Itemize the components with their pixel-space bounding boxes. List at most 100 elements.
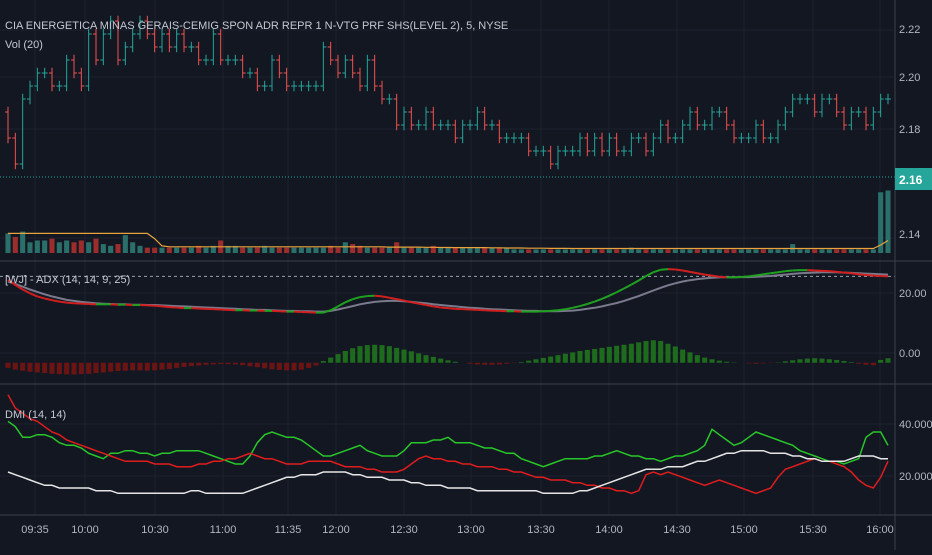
adx-histogram-bar: [849, 362, 854, 363]
adx-histogram-bar: [350, 348, 355, 363]
volume-bar: [313, 248, 318, 253]
volume-bar: [511, 249, 516, 253]
adx-line-segment: [785, 270, 792, 271]
volume-bar: [548, 249, 553, 253]
adx-histogram-bar: [445, 360, 450, 362]
adx-histogram-bar: [497, 363, 502, 365]
adx-histogram-bar: [401, 350, 406, 363]
volume-bar: [343, 242, 348, 253]
adx-line-segment: [829, 271, 836, 272]
volume-bar: [680, 249, 685, 253]
adx-line-segment: [690, 272, 697, 273]
price-tick-label: 2.14: [899, 229, 920, 241]
adx-histogram-bar: [658, 341, 663, 363]
volume-bar: [621, 249, 626, 253]
adx-histogram-bar: [453, 362, 458, 363]
adx-histogram-bar: [372, 345, 377, 363]
volume-bar: [101, 244, 106, 253]
volume-bar: [592, 249, 597, 253]
adx-histogram-bar: [878, 360, 883, 363]
adx-histogram-bar: [585, 350, 590, 363]
volume-bar: [709, 249, 714, 253]
volume-bar: [438, 248, 443, 253]
volume-bar: [387, 248, 392, 253]
time-tick-label: 15:00: [730, 524, 758, 536]
volume-bar: [372, 248, 377, 253]
adx-histogram-bar: [805, 359, 810, 363]
adx-histogram-bar: [321, 361, 326, 363]
adx-histogram-bar: [137, 363, 142, 371]
time-tick-label: 15:30: [799, 524, 827, 536]
adx-histogram-bar: [541, 358, 546, 363]
adx-histogram-bar: [519, 362, 524, 363]
time-tick-label: 12:30: [390, 524, 418, 536]
volume-bar: [277, 248, 282, 253]
volume-bar: [255, 248, 260, 253]
volume-bar: [885, 191, 890, 254]
adx-line-segment: [375, 296, 382, 297]
time-tick-label: 10:30: [141, 524, 169, 536]
adx-line-segment: [551, 310, 558, 311]
volume-bar: [482, 248, 487, 253]
volume-bar: [86, 242, 91, 253]
volume-bar: [563, 249, 568, 253]
adx-histogram-bar: [343, 351, 348, 363]
volume-bar: [805, 249, 810, 253]
adx-line-segment: [763, 273, 770, 274]
time-tick-label: 14:30: [663, 524, 691, 536]
volume-bar: [423, 248, 428, 253]
adx-histogram-bar: [255, 363, 260, 367]
volume-bar: [365, 248, 370, 253]
volume-bar: [152, 248, 157, 253]
adx-line-segment: [749, 275, 756, 276]
adx-histogram-bar: [871, 363, 876, 365]
adx-line-segment: [558, 309, 565, 310]
volume-bar: [863, 249, 868, 253]
adx-histogram-bar: [643, 341, 648, 363]
volume-bar: [57, 242, 62, 253]
adx-histogram-bar: [93, 363, 98, 373]
volume-bar: [761, 249, 766, 253]
volume-bar: [702, 249, 707, 253]
volume-bar: [284, 248, 289, 253]
dmi-title: DMI (14, 14): [5, 409, 66, 421]
volume-bar: [130, 242, 135, 253]
volume-bar: [489, 248, 494, 253]
volume-bar: [856, 249, 861, 253]
volume-bar: [695, 249, 700, 253]
volume-bar: [49, 239, 54, 253]
volume-bar: [614, 249, 619, 253]
volume-bar: [673, 249, 678, 253]
volume-bar: [145, 248, 150, 253]
volume-bar: [42, 241, 47, 254]
adx-histogram-bar: [13, 363, 18, 370]
volume-bar: [585, 249, 590, 253]
volume-bar: [717, 249, 722, 253]
adx-line-segment: [697, 273, 704, 274]
time-tick-label: 09:35: [21, 524, 49, 536]
volume-bar: [189, 248, 194, 253]
volume-bar: [115, 244, 120, 253]
volume-bar: [247, 248, 252, 253]
adx-histogram-bar: [328, 358, 333, 363]
adx-histogram-bar: [262, 363, 267, 369]
adx-line-segment: [741, 276, 748, 277]
time-tick-label: 11:35: [275, 524, 302, 536]
volume-bar: [541, 249, 546, 253]
adx-line-segment: [67, 303, 74, 304]
volume-bar: [306, 248, 311, 253]
adx-line-segment: [52, 300, 59, 301]
volume-bar: [475, 248, 480, 253]
volume-bar: [555, 249, 560, 253]
adx-histogram-bar: [812, 358, 817, 362]
adx-histogram-bar: [753, 363, 758, 364]
adx-line-segment: [675, 269, 682, 270]
adx-line-segment: [719, 277, 726, 278]
adx-histogram-bar: [599, 348, 604, 363]
volume-bar: [570, 249, 575, 253]
time-tick-label: 11:00: [210, 524, 237, 536]
adx-histogram-bar: [423, 355, 428, 363]
volume-bar: [827, 249, 832, 253]
